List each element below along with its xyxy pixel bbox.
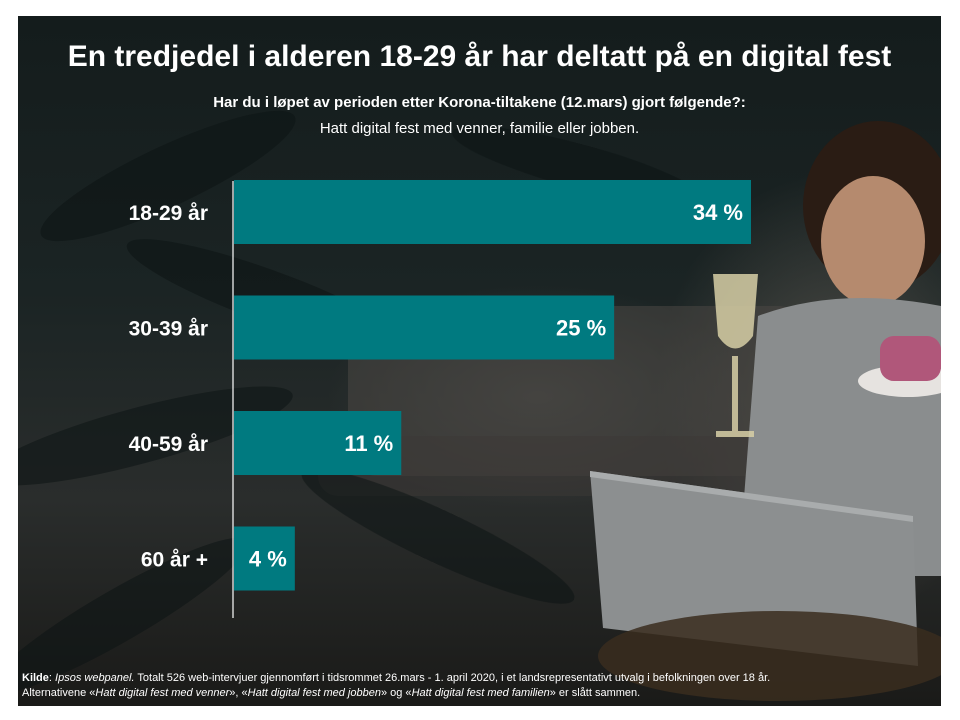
cake-shape [880, 336, 941, 381]
footnote-line-1: Kilde: Ipsos webpanel. Totalt 526 web-in… [22, 671, 937, 686]
chart-subtitle: Hatt digital fest med venner, familie el… [319, 120, 640, 137]
footnote-source-name: Ipsos webpanel. [55, 672, 135, 684]
bar-value-label: 11 % [344, 431, 393, 456]
footnote-alt-prefix: Alternativene « [22, 687, 96, 699]
bar [234, 411, 402, 475]
slide: En tredjedel i alderen 18-29 år har delt… [18, 16, 941, 706]
champagne-glass-shape [713, 274, 758, 437]
bar-value-label: 4 % [249, 547, 287, 572]
footnote-sep-2: » og « [380, 687, 412, 699]
footnote-sep-1: », « [229, 687, 248, 699]
footnote-method-text: Totalt 526 web-intervjuer gjennomført i … [134, 672, 771, 684]
person-face-shape [821, 176, 925, 306]
bar [234, 180, 751, 244]
category-label: 30-39 år [129, 318, 208, 341]
laptop-edge-shape [590, 471, 913, 522]
bar-chart: 34 % 18-29 år 25 % 30-39 år 11 % 40-59 år 4 % 6… [129, 180, 751, 618]
category-label: 60 år + [141, 549, 208, 572]
stool-shape [598, 611, 941, 701]
footnote-alt-3: Hatt digital fest med familien [411, 687, 550, 699]
sofa-seat-shape [318, 436, 818, 496]
footnote-colon: : [48, 672, 56, 684]
bar-value-label: 34 % [693, 200, 743, 225]
background-photo [18, 110, 941, 701]
bar [234, 295, 615, 360]
survey-question: Har du i løpet av perioden etter Korona-… [213, 94, 746, 111]
footnote-source-label: Kilde [22, 672, 49, 684]
footnote-alt-suffix: » er slått sammen. [549, 687, 641, 699]
category-label: 18-29 år [129, 202, 208, 225]
footnote: Kilde: Ipsos webpanel. Totalt 526 web-in… [22, 671, 937, 701]
chart-title: En tredjedel i alderen 18-29 år har delt… [67, 40, 892, 73]
footnote-alt-1: Hatt digital fest med venner [95, 687, 230, 699]
footnote-line-2: Alternativene «Hatt digital fest med ven… [22, 686, 937, 701]
bar-value-label: 25 % [556, 316, 606, 341]
bars-group: 34 % 18-29 år 25 % 30-39 år 11 % 40-59 år 4 % 6… [129, 180, 751, 591]
bar [234, 526, 295, 591]
leaf-shadows [18, 110, 704, 695]
category-label: 40-59 år [129, 433, 208, 456]
footnote-alt-2: Hatt digital fest med jobben [247, 687, 381, 699]
